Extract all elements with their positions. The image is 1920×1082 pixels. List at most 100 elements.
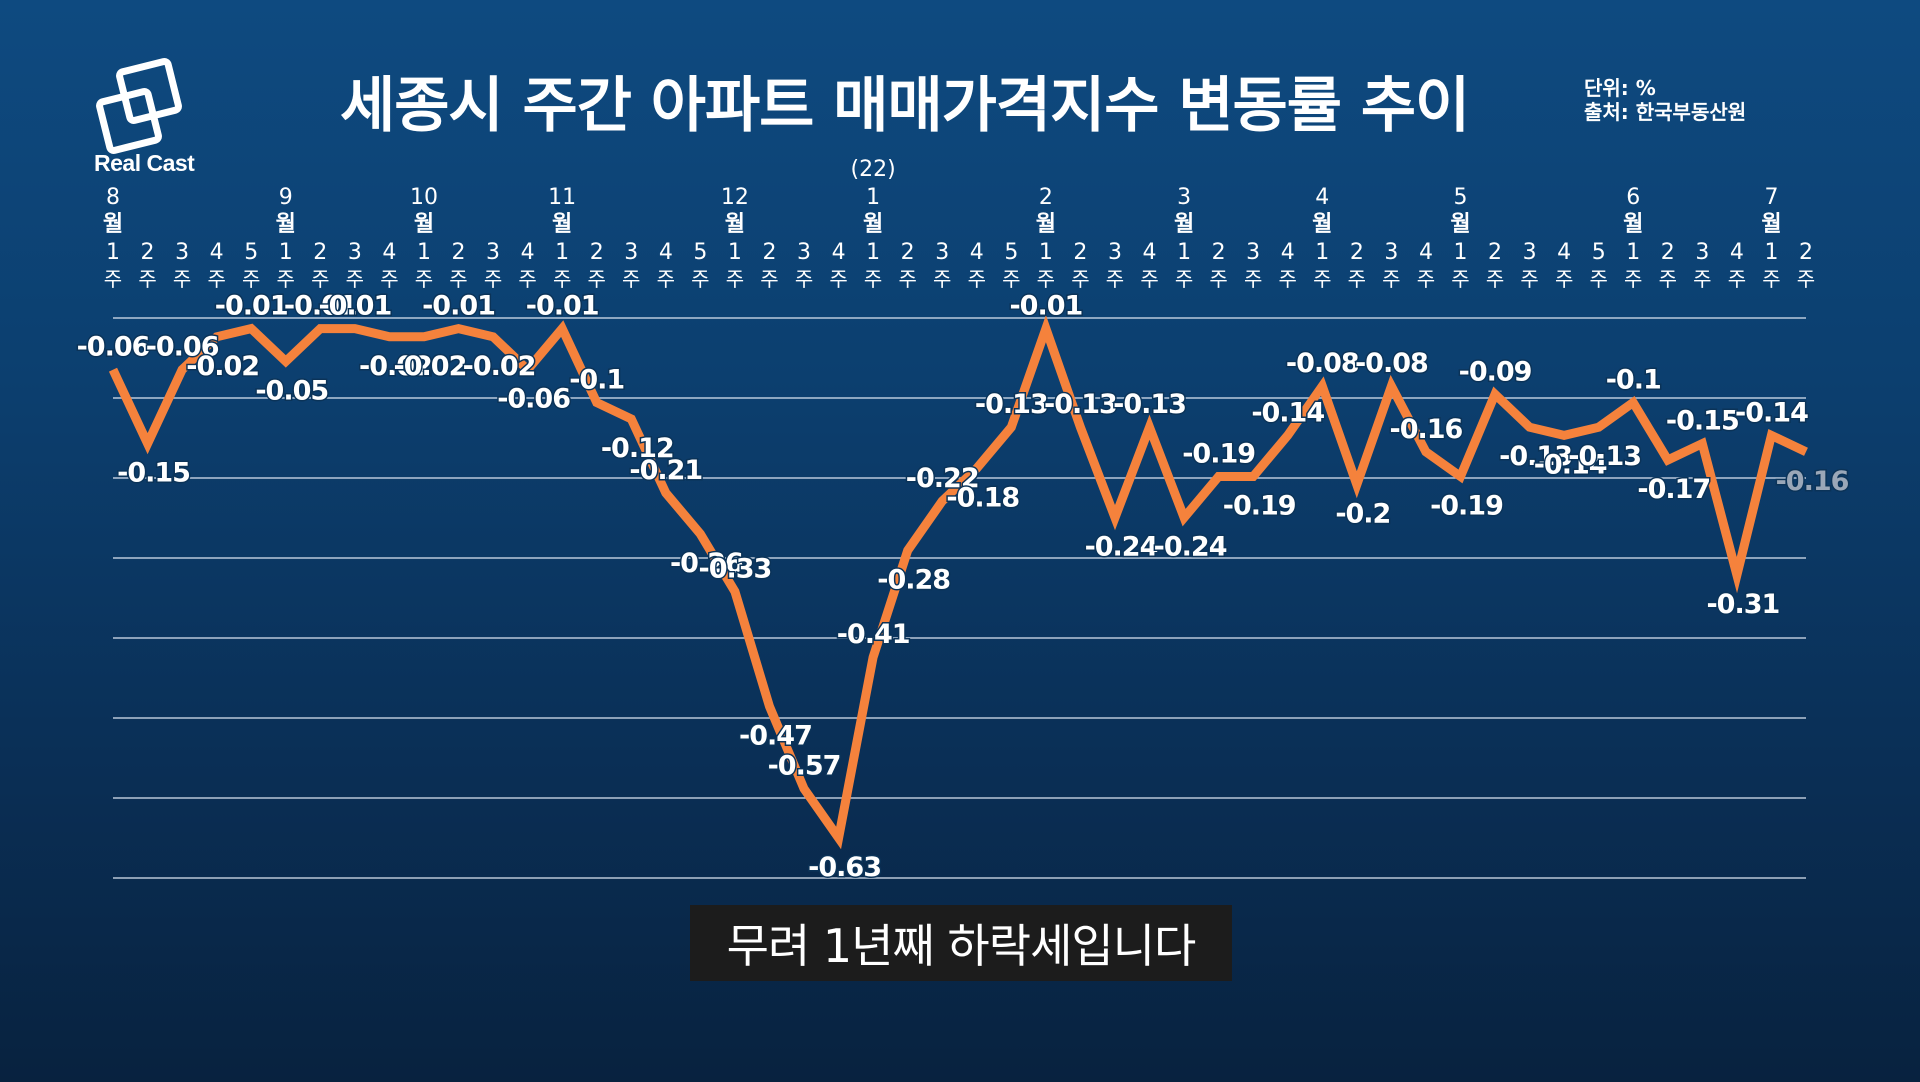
week-number-label: 2 bbox=[313, 240, 327, 265]
caption-text: 무려 1년째 하락세입니다 bbox=[726, 919, 1197, 973]
data-label: -0.08 bbox=[1355, 348, 1428, 379]
data-label: -0.01 bbox=[526, 291, 599, 322]
source-label: 출처: 한국부동산원 bbox=[1584, 100, 1747, 124]
data-label: -0.02 bbox=[186, 351, 259, 382]
week-number-label: 3 bbox=[175, 240, 189, 265]
year-marker-label: (22) bbox=[851, 157, 896, 182]
week-number-label: 3 bbox=[1108, 240, 1122, 265]
week-number-label: 2 bbox=[1799, 240, 1813, 265]
data-label: -0.1 bbox=[569, 365, 624, 396]
week-number-label: 3 bbox=[1523, 240, 1537, 265]
logo-text: Real Cast bbox=[94, 150, 195, 176]
week-number-label: 4 bbox=[1419, 240, 1433, 265]
data-label: -0.08 bbox=[1286, 348, 1359, 379]
week-number-label: 1 bbox=[866, 240, 880, 265]
data-label: -0.09 bbox=[1459, 356, 1532, 387]
month-number-label: 3 bbox=[1177, 185, 1191, 210]
week-number-label: 5 bbox=[1592, 240, 1606, 265]
month-number-label: 8 bbox=[106, 185, 120, 210]
data-label: -0.05 bbox=[255, 375, 328, 406]
week-suffix-label: 주 bbox=[829, 267, 847, 291]
week-number-label: 4 bbox=[521, 240, 535, 265]
week-suffix-label: 주 bbox=[207, 267, 225, 291]
data-label: -0.17 bbox=[1637, 474, 1710, 505]
week-suffix-label: 주 bbox=[1555, 267, 1573, 291]
week-suffix-label: 주 bbox=[449, 267, 467, 291]
week-number-label: 2 bbox=[1488, 240, 1502, 265]
week-number-label: 4 bbox=[970, 240, 984, 265]
month-number-label: 12 bbox=[721, 185, 749, 210]
month-suffix-label: 월 bbox=[1761, 212, 1781, 237]
week-suffix-label: 주 bbox=[415, 267, 433, 291]
data-label: -0.31 bbox=[1706, 589, 1779, 620]
week-suffix-label: 주 bbox=[346, 267, 364, 291]
week-suffix-label: 주 bbox=[760, 267, 778, 291]
week-number-label: 5 bbox=[693, 240, 707, 265]
week-number-label: 3 bbox=[797, 240, 811, 265]
week-number-label: 4 bbox=[1143, 240, 1157, 265]
data-label: -0.24 bbox=[1085, 532, 1158, 563]
data-label: -0.47 bbox=[739, 721, 812, 752]
week-number-label: 3 bbox=[624, 240, 638, 265]
month-suffix-label: 월 bbox=[725, 212, 745, 237]
week-suffix-label: 주 bbox=[691, 267, 709, 291]
week-suffix-label: 주 bbox=[138, 267, 156, 291]
chart-title: 세종시 주간 아파트 매매가격지수 변동률 추이 bbox=[340, 71, 1470, 141]
week-number-label: 2 bbox=[1073, 240, 1087, 265]
week-number-label: 1 bbox=[555, 240, 569, 265]
x-axis-labels: 8월1주2주3주4주5주9월1주2주3주4주10월1주2주3주4주11월1주2주… bbox=[103, 157, 1815, 291]
data-labels: -0.06-0.15-0.06-0.02-0.01-0.05-0.01-0.01… bbox=[75, 289, 1851, 884]
week-suffix-label: 주 bbox=[1106, 267, 1124, 291]
week-suffix-label: 주 bbox=[1624, 267, 1642, 291]
week-suffix-label: 주 bbox=[1589, 267, 1607, 291]
data-label: -0.16 bbox=[1776, 466, 1849, 497]
month-number-label: 5 bbox=[1453, 185, 1467, 210]
caption-box: 무려 1년째 하락세입니다 bbox=[690, 905, 1232, 981]
data-label: -0.16 bbox=[1390, 414, 1463, 445]
data-label: -0.02 bbox=[463, 351, 536, 382]
week-suffix-label: 주 bbox=[553, 267, 571, 291]
data-label: -0.15 bbox=[1666, 406, 1739, 437]
month-suffix-label: 월 bbox=[414, 212, 434, 237]
week-suffix-label: 주 bbox=[173, 267, 191, 291]
month-number-label: 6 bbox=[1626, 185, 1640, 210]
month-suffix-label: 월 bbox=[1174, 212, 1194, 237]
month-suffix-label: 월 bbox=[863, 212, 883, 237]
data-label: -0.21 bbox=[629, 455, 702, 486]
week-number-label: 3 bbox=[486, 240, 500, 265]
data-label: -0.06 bbox=[146, 332, 219, 363]
week-suffix-label: 주 bbox=[864, 267, 882, 291]
week-suffix-label: 주 bbox=[1279, 267, 1297, 291]
week-suffix-label: 주 bbox=[795, 267, 813, 291]
month-number-label: 4 bbox=[1315, 185, 1329, 210]
week-suffix-label: 주 bbox=[898, 267, 916, 291]
week-suffix-label: 주 bbox=[277, 267, 295, 291]
week-number-label: 4 bbox=[659, 240, 673, 265]
week-number-label: 4 bbox=[1557, 240, 1571, 265]
week-suffix-label: 주 bbox=[1175, 267, 1193, 291]
week-number-label: 2 bbox=[1661, 240, 1675, 265]
week-number-label: 1 bbox=[1039, 240, 1053, 265]
unit-label: 단위: % bbox=[1584, 76, 1656, 100]
grid-lines bbox=[113, 317, 1806, 879]
week-suffix-label: 주 bbox=[1659, 267, 1677, 291]
data-label: -0.63 bbox=[808, 852, 881, 883]
week-number-label: 3 bbox=[348, 240, 362, 265]
week-number-label: 3 bbox=[1246, 240, 1260, 265]
month-number-label: 10 bbox=[410, 185, 438, 210]
week-suffix-label: 주 bbox=[311, 267, 329, 291]
week-number-label: 2 bbox=[762, 240, 776, 265]
week-number-label: 2 bbox=[141, 240, 155, 265]
week-suffix-label: 주 bbox=[588, 267, 606, 291]
month-suffix-label: 월 bbox=[1036, 212, 1056, 237]
week-number-label: 4 bbox=[382, 240, 396, 265]
data-label: -0.2 bbox=[1335, 499, 1390, 530]
week-suffix-label: 주 bbox=[1451, 267, 1469, 291]
week-number-label: 5 bbox=[244, 240, 258, 265]
week-number-label: 2 bbox=[590, 240, 604, 265]
week-suffix-label: 주 bbox=[1348, 267, 1366, 291]
data-label: -0.14 bbox=[1534, 449, 1607, 480]
week-suffix-label: 주 bbox=[1244, 267, 1262, 291]
